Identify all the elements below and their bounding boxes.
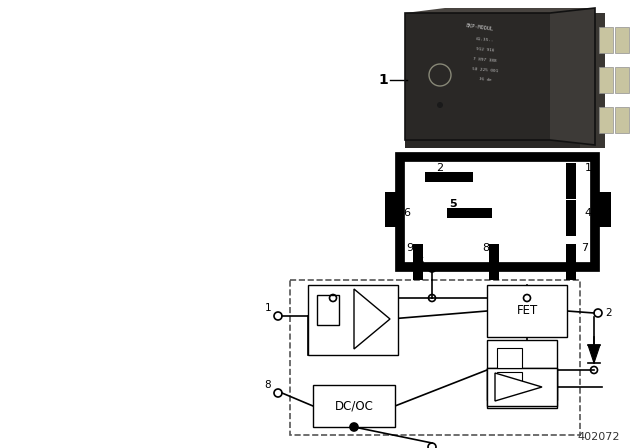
Bar <box>489 244 499 280</box>
Bar <box>313 385 395 427</box>
Text: 1: 1 <box>264 303 271 313</box>
Bar <box>385 192 401 227</box>
Bar <box>413 244 423 280</box>
Bar <box>487 285 567 337</box>
Bar <box>290 280 580 435</box>
Text: 912 916: 912 916 <box>476 47 494 53</box>
Text: 7: 7 <box>581 243 589 253</box>
Text: 5: 5 <box>417 257 424 267</box>
Bar <box>487 368 557 406</box>
Text: 1: 1 <box>378 73 388 87</box>
Bar <box>595 192 611 227</box>
Text: 9: 9 <box>406 243 413 253</box>
Bar <box>447 208 492 218</box>
Circle shape <box>437 102 443 108</box>
Text: 7 897 388: 7 897 388 <box>473 57 497 63</box>
Polygon shape <box>495 373 542 401</box>
Bar <box>599 107 613 133</box>
Bar <box>615 27 629 53</box>
Bar <box>615 67 629 93</box>
Bar <box>405 13 580 148</box>
Bar <box>425 172 473 182</box>
Text: DC/OC: DC/OC <box>335 400 373 413</box>
Bar <box>566 244 576 280</box>
Text: 61.35.-: 61.35.- <box>476 37 494 43</box>
Bar <box>487 368 557 408</box>
Text: 5: 5 <box>449 199 457 209</box>
Text: 1: 1 <box>584 163 591 173</box>
Bar <box>566 200 576 236</box>
Text: 2: 2 <box>605 308 612 318</box>
Bar <box>599 67 613 93</box>
Polygon shape <box>588 345 600 363</box>
Text: 36 de: 36 de <box>479 78 492 82</box>
Text: FET: FET <box>516 305 538 318</box>
Bar <box>405 13 605 148</box>
Bar <box>599 27 613 53</box>
Bar <box>317 295 339 325</box>
Bar <box>497 372 522 392</box>
Text: 2: 2 <box>436 163 444 173</box>
Text: 50 225 001: 50 225 001 <box>472 67 499 73</box>
Bar <box>566 163 576 199</box>
Bar <box>497 348 522 368</box>
Circle shape <box>350 423 358 431</box>
Text: 402072: 402072 <box>577 432 620 442</box>
Text: 4: 4 <box>584 208 591 218</box>
Text: 6: 6 <box>403 208 410 218</box>
Bar <box>487 340 557 400</box>
Polygon shape <box>354 289 390 349</box>
Text: 8: 8 <box>483 243 490 253</box>
Polygon shape <box>405 8 595 13</box>
Bar <box>615 107 629 133</box>
Bar <box>308 285 398 355</box>
Polygon shape <box>550 8 595 145</box>
Text: 8: 8 <box>264 380 271 390</box>
Text: EKP-MODUL: EKP-MODUL <box>466 22 494 31</box>
Bar <box>400 157 595 267</box>
